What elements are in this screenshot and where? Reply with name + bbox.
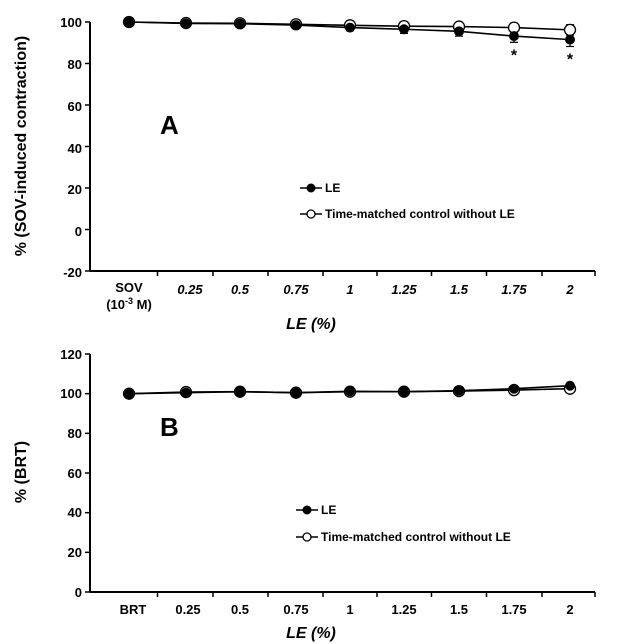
a-point-le	[124, 17, 134, 27]
a-significance-marker: *	[567, 51, 574, 68]
panel-b: 120 100 80 60 40 20 0 BRT 0.25 0.5 0.75 …	[13, 347, 596, 642]
legend-marker-open	[302, 532, 312, 542]
panel-b-y-tick-label: 60	[68, 466, 82, 481]
panel-a-x-tick-label: 0.25	[177, 282, 203, 297]
panel-b-x-tick-label: 0.25	[175, 602, 200, 617]
legend-label: LE	[321, 503, 336, 517]
panel-b-y-tick-label: 100	[60, 386, 82, 401]
panel-a-x-tick-label: 0.75	[283, 282, 309, 297]
a-point-control	[563, 23, 577, 37]
a-point-le	[454, 26, 464, 37]
panel-b-y-axis-title: % (BRT)	[13, 441, 30, 503]
panel-b-y-tick-label: 80	[68, 426, 82, 441]
a-point-le	[291, 20, 301, 31]
panel-a-y-tick-label: 60	[68, 99, 82, 114]
panel-b-y-tick-label: 0	[75, 585, 82, 600]
b-point-le	[509, 383, 519, 394]
panel-a-x-tick-label: 1.25	[391, 282, 417, 297]
panel-a-y-tick-label: -20	[63, 265, 82, 280]
b-point-le	[124, 388, 134, 399]
panel-a-x-tick-label: 1.75	[501, 282, 527, 297]
panel-a-y-tick-label: 0	[75, 224, 82, 239]
a-point-le	[345, 22, 355, 33]
b-point-le	[235, 386, 245, 397]
a-significance-marker: *	[511, 47, 518, 64]
panel-b-x-tick-label: 1.5	[450, 602, 468, 617]
panel-a-label: A	[160, 110, 179, 140]
panel-b-x-tick-label: BRT	[120, 602, 147, 617]
panel-a-y-tick-label: 80	[68, 57, 82, 72]
panel-b-y-tick-label: 20	[68, 545, 82, 560]
panel-b-x-tick-label: 1	[346, 602, 353, 617]
a-point-le	[509, 31, 519, 42]
panel-a-legend: LE Time-matched control without LE	[300, 181, 515, 221]
panel-a-y-tick-label: 100	[60, 15, 82, 30]
panel-a-x-tick-sub: (10-3 M)	[106, 296, 152, 312]
panel-b-y-ticks: 120 100 80 60 40 20 0	[60, 347, 82, 600]
a-point-le	[399, 24, 409, 35]
panel-a-plot-area: * *	[85, 15, 596, 276]
panel-a-x-tick-label: 0.5	[231, 282, 250, 297]
panel-b-x-ticks: BRT 0.25 0.5 0.75 1 1.25 1.5 1.75 2	[120, 602, 574, 617]
panel-b-y-tick-label: 40	[68, 505, 82, 520]
panel-a-x-ticks: SOV (10-3 M) 0.25 0.5 0.75 1 1.25 1.5 1.…	[106, 280, 574, 312]
panel-a-x-axis-title: LE (%)	[286, 316, 336, 333]
b-point-le	[291, 387, 301, 398]
a-point-le	[235, 18, 245, 29]
panel-a-x-tick-label: 2	[565, 282, 574, 297]
panel-b-x-tick-label: 0.5	[231, 602, 249, 617]
legend-label: Time-matched control without LE	[325, 207, 515, 221]
panel-b-legend: LE Time-matched control without LE	[296, 503, 511, 544]
legend-label: Time-matched control without LE	[321, 530, 511, 544]
b-point-le	[454, 385, 464, 396]
panel-a-y-axis-title: % (SOV-induced contraction)	[13, 36, 30, 256]
legend-marker-filled	[306, 183, 316, 193]
b-point-le	[181, 387, 191, 398]
panel-a-y-tick-label: 20	[68, 182, 82, 197]
panel-b-x-tick-label: 2	[566, 602, 573, 617]
panel-b-plot-area	[85, 353, 596, 597]
panel-b-label: B	[160, 412, 179, 442]
b-point-le	[565, 380, 575, 391]
panel-b-y-tick-label: 120	[60, 347, 82, 362]
panel-b-x-tick-label: 0.75	[283, 602, 308, 617]
legend-marker-filled	[302, 505, 312, 515]
panel-a-x-tick-label: 1.5	[450, 282, 469, 297]
b-point-le	[399, 386, 409, 397]
b-point-le	[345, 386, 355, 397]
panel-a: 100 80 60 40 20 0 -20 SOV (10-3 M) 0.25 …	[13, 15, 596, 333]
legend-marker-open	[306, 209, 316, 219]
panel-a-y-ticks: 100 80 60 40 20 0 -20	[60, 15, 82, 280]
panel-b-x-axis-title: LE (%)	[286, 625, 336, 642]
panel-a-x-tick-label: 1	[346, 282, 353, 297]
legend-label: LE	[325, 181, 340, 195]
panel-b-x-tick-label: 1.75	[501, 602, 526, 617]
panel-a-x-tick-label: SOV	[115, 280, 143, 295]
panel-a-y-tick-label: 40	[68, 141, 82, 156]
panel-b-x-tick-label: 1.25	[391, 602, 416, 617]
a-point-le	[181, 18, 191, 29]
a-point-le	[565, 34, 575, 45]
